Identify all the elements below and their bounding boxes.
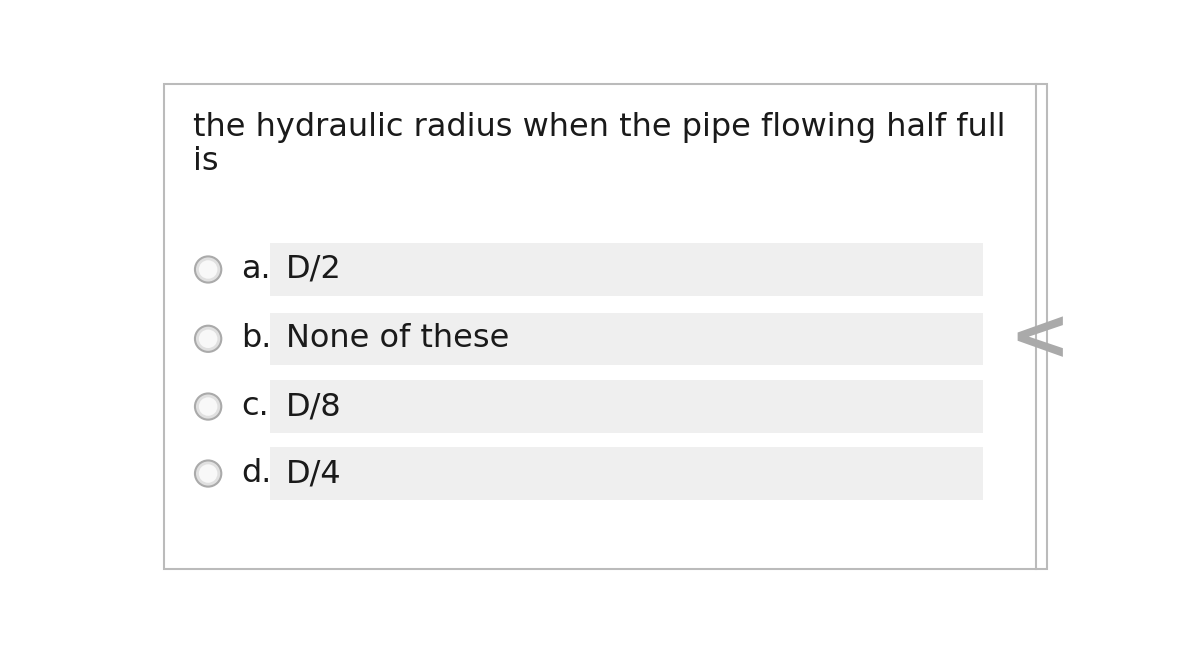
Circle shape [194, 257, 221, 283]
Text: <: < [1009, 305, 1070, 374]
Text: is: is [193, 146, 218, 176]
Circle shape [199, 260, 217, 279]
Bar [270, 447, 983, 500]
Bar [270, 243, 983, 295]
Circle shape [199, 465, 217, 483]
Circle shape [194, 393, 221, 420]
Text: c.: c. [241, 391, 269, 422]
Text: D/8: D/8 [286, 391, 341, 422]
Bar [270, 380, 983, 433]
Text: the hydraulic radius when the pipe flowing half full: the hydraulic radius when the pipe flowi… [193, 112, 1006, 143]
Text: b.: b. [241, 323, 272, 354]
Circle shape [199, 330, 217, 348]
Circle shape [194, 326, 221, 352]
Circle shape [199, 397, 217, 416]
Bar [270, 312, 983, 365]
Text: None of these: None of these [286, 323, 509, 354]
Text: d.: d. [241, 458, 272, 489]
Circle shape [194, 461, 221, 487]
Text: a.: a. [241, 254, 271, 285]
Text: D/2: D/2 [286, 254, 342, 285]
Text: D/4: D/4 [286, 458, 341, 489]
